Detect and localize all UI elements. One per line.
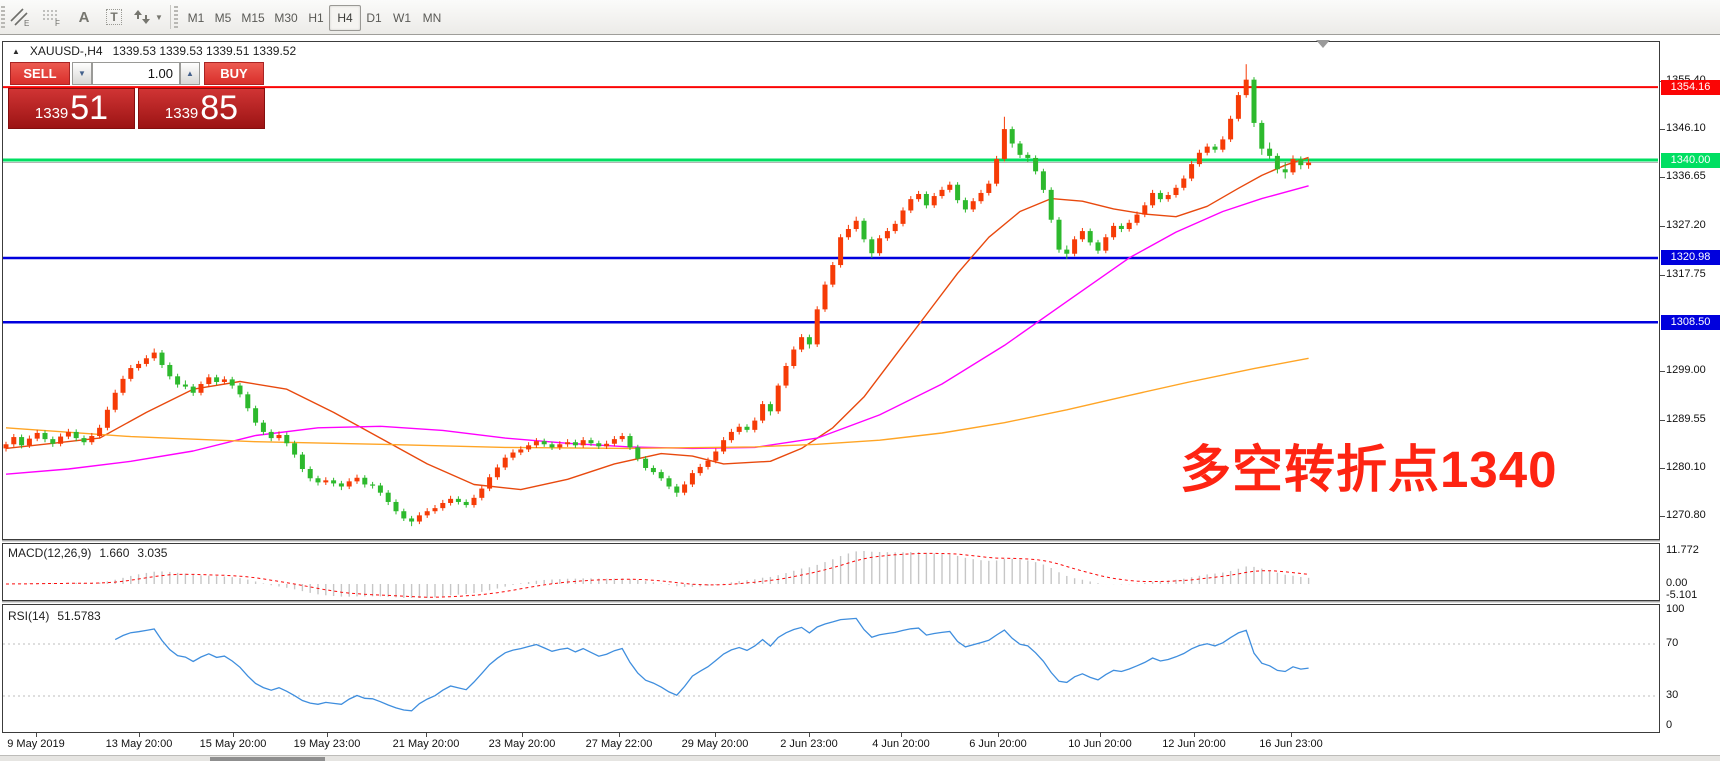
- price-axis-tick: [1660, 128, 1665, 130]
- sell-button[interactable]: SELL: [10, 62, 70, 85]
- chart-ohlc-values: 1339.53 1339.53 1339.51 1339.52: [112, 44, 297, 58]
- rsi-axis-label: 100: [1666, 603, 1685, 615]
- chart-shift-marker-icon[interactable]: [1316, 40, 1330, 48]
- text-icon[interactable]: A: [78, 8, 90, 26]
- time-axis-tick: [1100, 733, 1101, 737]
- price-axis-tick: [1660, 225, 1665, 227]
- timeframe-toolbar-drag-handle[interactable]: [174, 6, 178, 28]
- time-axis-tick: [715, 733, 716, 737]
- toolbar: E F A T ▼ M1 M5 M15 M30 H1 H4 D1 W1 MN: [0, 0, 1720, 35]
- timeframe-h1[interactable]: H1: [308, 11, 324, 25]
- timeframe-w1[interactable]: W1: [393, 11, 411, 25]
- price-axis-tick: [1660, 468, 1665, 470]
- time-axis-tick: [426, 733, 427, 737]
- time-axis-tick: [1194, 733, 1195, 737]
- rsi-label: RSI(14) 51.5783: [8, 609, 101, 623]
- scrollbar-thumb[interactable]: [210, 757, 325, 761]
- time-axis-tick: [233, 733, 234, 737]
- price-axis-tick: [1660, 371, 1665, 373]
- rsi-panel[interactable]: [2, 604, 1660, 733]
- time-axis-label: 16 Jun 23:00: [1259, 738, 1323, 750]
- time-axis-tick: [36, 733, 37, 737]
- time-axis-tick: [139, 733, 140, 737]
- time-axis-label: 29 May 20:00: [681, 738, 749, 750]
- time-axis-label: 9 May 2019: [7, 738, 65, 750]
- horizontal-scrollbar[interactable]: [0, 755, 1720, 761]
- price-line-badge: 1340.00: [1661, 152, 1720, 168]
- macd-axis-label: 0.00: [1666, 577, 1688, 589]
- buy-price-small: 1339: [164, 105, 199, 122]
- rsi-axis-label: 30: [1666, 689, 1679, 701]
- price-axis-label: 1336.65: [1666, 170, 1706, 183]
- time-axis-label: 10 Jun 20:00: [1068, 738, 1132, 750]
- arrows-icon[interactable]: ▼: [130, 4, 166, 30]
- sell-price-big: 51: [70, 89, 109, 127]
- chart-title-bar: ▲ XAUUSD-,H4 1339.53 1339.53 1339.51 133…: [12, 44, 296, 58]
- price-line-badge: 1320.98: [1661, 250, 1720, 266]
- time-axis-label: 2 Jun 23:00: [780, 738, 838, 750]
- time-axis-tick: [327, 733, 328, 737]
- price-axis-tick: [1660, 274, 1665, 276]
- equidistant-channel-icon[interactable]: E: [6, 4, 34, 30]
- toolbar-drag-handle[interactable]: [1, 6, 5, 28]
- time-axis-tick: [522, 733, 523, 737]
- price-axis-tick: [1660, 419, 1665, 421]
- price-axis-label: 1289.55: [1666, 412, 1706, 425]
- collapse-arrow-icon[interactable]: ▲: [12, 46, 20, 56]
- price-axis-label: 1280.10: [1666, 461, 1706, 474]
- macd-axis-label: 11.772: [1666, 544, 1699, 556]
- time-axis-tick: [809, 733, 810, 737]
- sell-price-box[interactable]: 1339 51: [8, 88, 135, 129]
- timeframe-h4[interactable]: H4: [329, 5, 361, 31]
- time-axis-label: 27 May 22:00: [585, 738, 653, 750]
- timeframe-m5[interactable]: M5: [214, 11, 232, 25]
- time-axis-tick: [901, 733, 902, 737]
- time-axis-tick: [998, 733, 999, 737]
- price-line-badge: 1308.50: [1661, 314, 1720, 330]
- fibonacci-retracement-icon[interactable]: F: [38, 4, 66, 30]
- svg-text:E: E: [24, 19, 29, 27]
- chart-annotation-text[interactable]: 多空转折点1340: [1180, 441, 1558, 498]
- chart-symbol-title: XAUUSD-,H4: [29, 44, 103, 58]
- buy-button[interactable]: BUY: [204, 62, 264, 85]
- time-axis-tick: [619, 733, 620, 737]
- time-axis-label: 13 May 20:00: [105, 738, 173, 750]
- text-label-icon[interactable]: T: [100, 4, 128, 30]
- timeframe-m1[interactable]: M1: [187, 11, 205, 25]
- volume-input[interactable]: [92, 62, 180, 85]
- time-axis-label: 12 Jun 20:00: [1162, 738, 1226, 750]
- time-axis-label: 15 May 20:00: [199, 738, 267, 750]
- sell-price-small: 1339: [34, 105, 69, 122]
- price-axis-label: 1317.75: [1666, 267, 1706, 280]
- volume-decrease-button[interactable]: ▼: [72, 62, 92, 85]
- macd-label: MACD(12,26,9) 1.660 3.035: [8, 546, 168, 560]
- timeframe-mn[interactable]: MN: [422, 11, 442, 25]
- price-axis-label: 1327.20: [1666, 218, 1706, 231]
- time-axis-label: 21 May 20:00: [392, 738, 460, 750]
- rsi-axis-label: 0: [1666, 719, 1673, 731]
- price-axis-label: 1299.00: [1666, 364, 1706, 377]
- rsi-axis-label: 70: [1666, 637, 1679, 649]
- macd-panel[interactable]: [2, 543, 1660, 601]
- price-axis-tick: [1660, 177, 1665, 179]
- buy-price-big: 85: [200, 89, 239, 127]
- macd-axis-label: -5.101: [1666, 589, 1698, 601]
- time-axis-label: 4 Jun 20:00: [872, 738, 930, 750]
- time-axis-tick: [1291, 733, 1292, 737]
- timeframe-m15[interactable]: M15: [241, 11, 265, 25]
- timeframe-d1[interactable]: D1: [366, 11, 382, 25]
- price-axis-label: 1346.10: [1666, 121, 1706, 134]
- price-axis-label: 1270.80: [1666, 509, 1706, 522]
- volume-increase-button[interactable]: ▲: [180, 62, 200, 85]
- price-axis-tick: [1660, 516, 1665, 518]
- buy-price-box[interactable]: 1339 85: [138, 88, 265, 129]
- price-line-badge: 1354.16: [1661, 79, 1720, 95]
- time-axis-label: 6 Jun 20:00: [969, 738, 1027, 750]
- svg-text:F: F: [55, 19, 60, 27]
- timeframe-m30[interactable]: M30: [274, 11, 298, 25]
- time-axis-label: 23 May 20:00: [488, 738, 556, 750]
- time-axis-label: 19 May 23:00: [293, 738, 361, 750]
